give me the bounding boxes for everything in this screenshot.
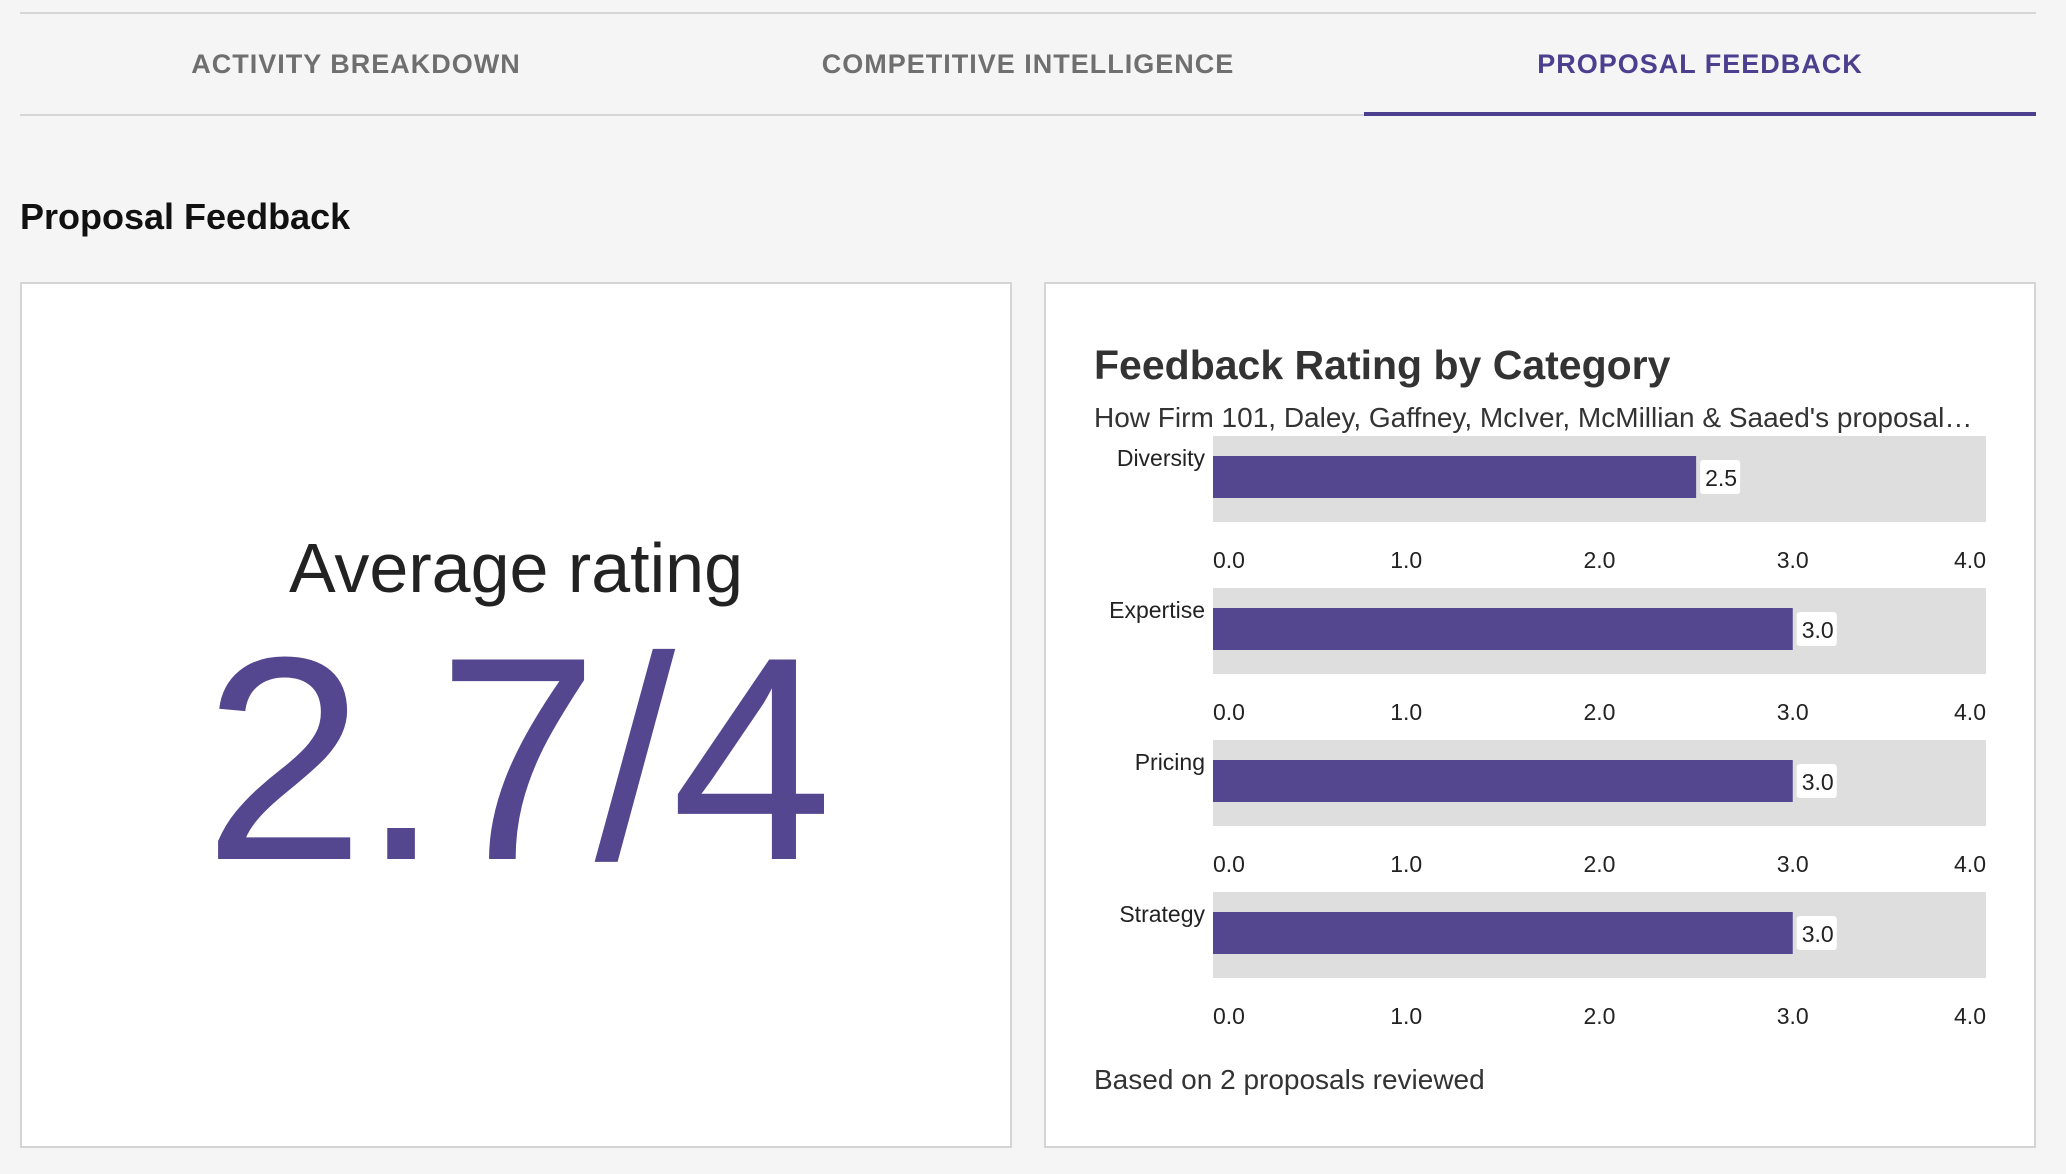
tick-label-strategy: 4.0 <box>1954 1003 1986 1029</box>
value-label-bg-expertise <box>1796 612 1837 646</box>
value-label-bg-diversity <box>1700 460 1741 494</box>
chart-footer: Based on 2 proposals reviewed <box>1094 1064 1485 1095</box>
chart-title: Feedback Rating by Category <box>1094 342 1671 388</box>
tick-label-diversity: 2.0 <box>1584 547 1616 573</box>
tick-label-pricing: 1.0 <box>1390 851 1422 877</box>
value-label-expertise: 3.0 <box>1802 617 1834 643</box>
category-label-strategy: Strategy <box>1119 901 1205 927</box>
tick-label-strategy: 0.0 <box>1213 1003 1245 1029</box>
value-label-diversity: 2.5 <box>1705 465 1737 491</box>
tick-label-pricing: 2.0 <box>1584 851 1616 877</box>
bar-expertise <box>1213 608 1793 650</box>
tick-label-strategy: 3.0 <box>1777 1003 1809 1029</box>
tick-label-diversity: 3.0 <box>1777 547 1809 573</box>
average-rating-label: Average rating <box>288 529 743 607</box>
average-rating-card: Average rating 2.7/4 <box>20 282 1012 1148</box>
tick-label-diversity: 0.0 <box>1213 547 1245 573</box>
value-label-bg-pricing <box>1796 764 1837 798</box>
tick-label-expertise: 1.0 <box>1390 699 1422 725</box>
page-title: Proposal Feedback <box>20 196 351 237</box>
tab-activity-breakdown[interactable]: ACTIVITY BREAKDOWN <box>191 48 521 79</box>
average-rating-value: 2.7/4 <box>203 597 833 921</box>
tick-label-pricing: 4.0 <box>1954 851 1986 877</box>
category-label-pricing: Pricing <box>1135 749 1205 775</box>
tick-label-expertise: 2.0 <box>1584 699 1616 725</box>
tab-proposal-feedback[interactable]: PROPOSAL FEEDBACK <box>1364 14 2036 116</box>
tick-label-expertise: 0.0 <box>1213 699 1245 725</box>
tick-label-diversity: 4.0 <box>1954 547 1986 573</box>
value-label-bg-strategy <box>1796 916 1837 950</box>
tab-bar: ACTIVITY BREAKDOWN COMPETITIVE INTELLIGE… <box>20 12 2036 116</box>
bar-strategy <box>1213 912 1793 954</box>
feedback-chart-card: Feedback Rating by Category How Firm 101… <box>1044 282 2036 1148</box>
tick-label-strategy: 1.0 <box>1390 1003 1422 1029</box>
tick-label-pricing: 3.0 <box>1777 851 1809 877</box>
bar-pricing <box>1213 760 1793 802</box>
value-label-pricing: 3.0 <box>1802 769 1834 795</box>
tab-competitive-intelligence[interactable]: COMPETITIVE INTELLIGENCE <box>821 48 1235 79</box>
tick-label-strategy: 2.0 <box>1584 1003 1616 1029</box>
tick-label-expertise: 3.0 <box>1777 699 1809 725</box>
feedback-bar-chart: 2.5 Diversity 0.0 1.0 2.0 3.0 4.0 3.0 Expertise 0… <box>1109 436 1986 1029</box>
category-label-diversity: Diversity <box>1117 445 1206 471</box>
tick-label-pricing: 0.0 <box>1213 851 1245 877</box>
tick-label-expertise: 4.0 <box>1954 699 1986 725</box>
category-label-expertise: Expertise <box>1109 597 1205 623</box>
bar-diversity <box>1213 456 1697 498</box>
value-label-strategy: 3.0 <box>1802 921 1834 947</box>
tick-label-diversity: 1.0 <box>1390 547 1422 573</box>
